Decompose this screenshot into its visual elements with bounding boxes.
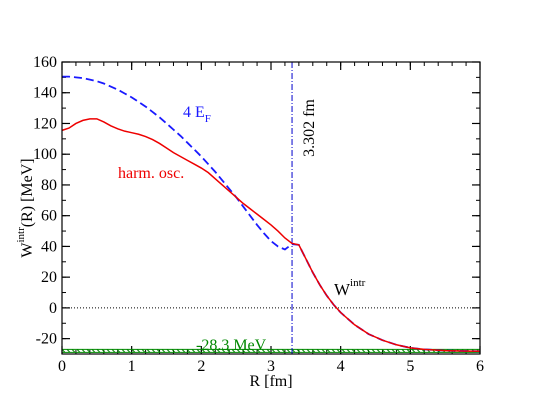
y-tick-labels: -20 0 20 40 60 80 100 120 140 160	[33, 54, 57, 348]
x-tick-label: 5	[406, 358, 414, 375]
x-tick-label: 2	[197, 358, 205, 375]
series-line-4ef	[62, 75, 481, 353]
y-tick-label: 160	[33, 54, 57, 71]
y-tick-label: 0	[49, 300, 57, 317]
minor-ticks	[61, 61, 481, 355]
plot-frame	[61, 61, 481, 355]
major-ticks	[61, 61, 481, 354]
y-tick-label: 20	[41, 269, 57, 286]
y-tick-label: 60	[41, 208, 57, 225]
label-w-base: W	[334, 280, 351, 299]
label-harm-osc: harm. osc.	[118, 165, 184, 182]
x-tick-label: 6	[476, 358, 484, 375]
x-tick-label: 3	[267, 358, 275, 375]
label-vline: 3.302 fm	[301, 99, 318, 157]
label-w-sup: intr	[350, 277, 366, 289]
x-tick-label: 1	[128, 358, 136, 375]
label-4ef: 4 EF	[183, 104, 211, 125]
label-4ef-base: 4 E	[183, 104, 205, 121]
series-line-harm-osc	[61, 118, 481, 352]
label-w-intr: Wintr	[334, 277, 366, 299]
x-axis-title: R [fm]	[249, 373, 292, 390]
y-title-sup: intr	[15, 227, 27, 243]
y-tick-label: 80	[41, 177, 57, 194]
y-tick-label: 120	[33, 115, 57, 132]
y-title-rest: (R) [MeV]	[19, 158, 36, 227]
band-line	[61, 348, 481, 353]
y-axis-title: Wintr(R) [MeV]	[15, 158, 36, 257]
label-4ef-sub: F	[205, 113, 211, 125]
y-tick-label: 140	[33, 85, 57, 102]
y-title-base: W	[19, 242, 36, 258]
x-tick-labels: 0 1 2 3 4 5 6	[58, 358, 484, 375]
y-tick-label: -20	[36, 331, 57, 348]
y-tick-label: 40	[41, 238, 57, 255]
x-tick-label: 4	[337, 358, 345, 375]
y-tick-label: 100	[33, 146, 57, 163]
label-band: -28.3 MeV	[196, 337, 267, 354]
x-tick-label: 0	[58, 358, 66, 375]
